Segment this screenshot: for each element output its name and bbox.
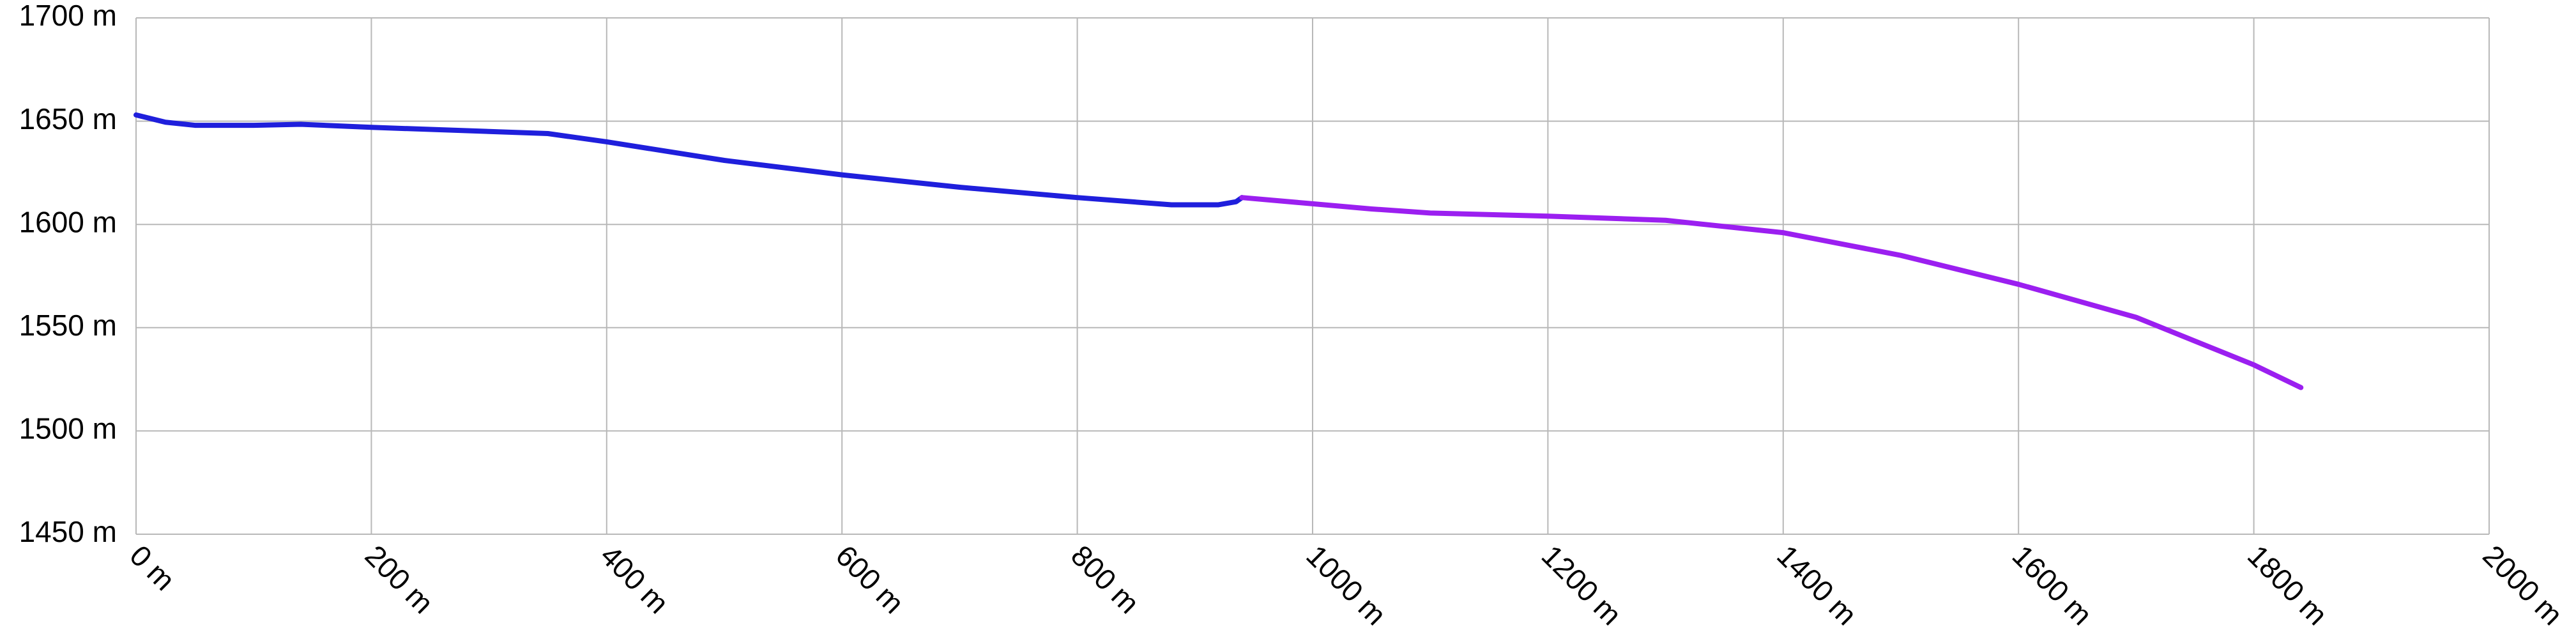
x-tick-label: 1600 m	[2006, 539, 2099, 631]
y-tick-label: 1600 m	[19, 205, 117, 238]
y-tick-label: 1450 m	[19, 515, 117, 548]
y-tick-label: 1550 m	[19, 309, 117, 342]
x-tick-label: 200 m	[359, 539, 440, 620]
x-tick-label: 1400 m	[1771, 539, 1863, 631]
elevation-line	[1239, 195, 2304, 390]
x-tick-label: 0 m	[123, 539, 181, 597]
y-tick-label: 1500 m	[19, 412, 117, 445]
x-tick-label: 1200 m	[1536, 539, 1628, 631]
y-tick-label: 1700 m	[19, 0, 117, 32]
x-tick-label: 1000 m	[1300, 539, 1392, 631]
x-tick-label: 800 m	[1065, 539, 1146, 620]
elevation-line	[133, 112, 1245, 208]
x-tick-label: 1800 m	[2241, 539, 2334, 631]
x-tick-label: 2000 m	[2476, 539, 2569, 631]
x-tick-label: 400 m	[594, 539, 675, 620]
x-tick-label: 600 m	[830, 539, 911, 620]
y-tick-label: 1650 m	[19, 102, 117, 135]
